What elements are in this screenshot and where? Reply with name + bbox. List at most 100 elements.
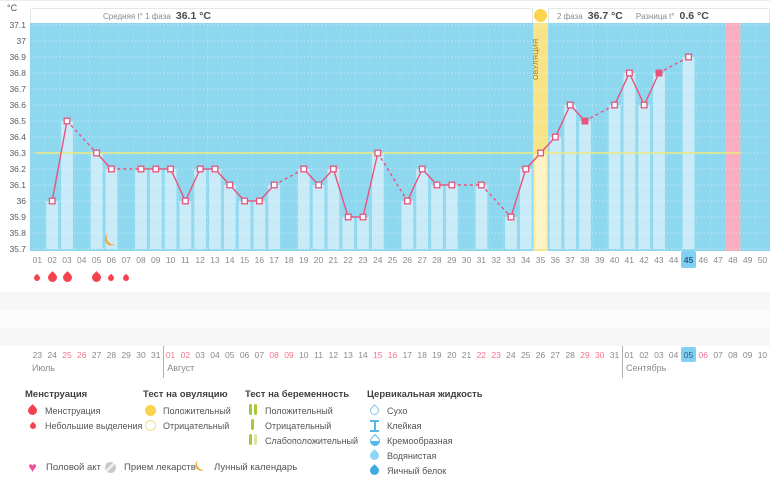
calendar-date-cell[interactable]: 28 [106,349,117,360]
cycle-day-cell[interactable]: 03 [62,254,72,265]
cycle-day-cell[interactable]: 28 [432,254,442,265]
cycle-day-cell[interactable]: 45 [681,251,696,268]
cycle-day-cell[interactable]: 33 [506,254,516,265]
calendar-date-cell[interactable]: 27 [550,349,561,360]
calendar-date-cell[interactable]: 04 [210,349,220,360]
cycle-day-cell[interactable]: 04 [77,254,87,265]
calendar-date-cell[interactable]: 08 [269,349,279,360]
cycle-day-cell[interactable]: 34 [520,254,531,265]
cycle-day-cell[interactable]: 41 [624,254,634,265]
cycle-day-cell[interactable]: 15 [239,254,250,265]
calendar-date-cell[interactable]: 08 [728,349,738,360]
cycle-day-cell[interactable]: 24 [372,254,383,265]
calendar-date-cell[interactable]: 16 [387,349,398,360]
calendar-date-cell[interactable]: 14 [358,349,368,360]
calendar-date-cell[interactable]: 21 [461,349,472,360]
cycle-day-cell[interactable]: 47 [713,254,723,265]
cycle-day-cell[interactable]: 38 [580,254,590,265]
cycle-day-cell[interactable]: 46 [698,254,708,265]
cycle-day-cell[interactable]: 01 [32,254,43,265]
calendar-date-cell[interactable]: 07 [254,349,265,360]
calendar-date-cell[interactable]: 17 [402,349,413,360]
calendar-date-cell[interactable]: 25 [520,349,531,360]
cycle-day-cell[interactable]: 21 [328,254,339,265]
calendar-date-cell[interactable]: 03 [195,349,205,360]
cycle-day-cell[interactable]: 19 [299,254,309,265]
calendar-date-cell[interactable]: 30 [136,349,146,360]
calendar-date-cell[interactable]: 10 [757,349,768,360]
calendar-date-cell[interactable]: 27 [91,349,102,360]
calendar-date-cell[interactable]: 03 [654,349,664,360]
cycle-day-cell[interactable]: 48 [728,254,738,265]
cycle-day-cell[interactable]: 37 [565,254,575,265]
calendar-date-cell[interactable]: 29 [580,349,590,360]
cycle-day-cell[interactable]: 18 [284,254,294,265]
cycle-day-cell[interactable]: 05 [91,254,102,265]
cycle-day-cell[interactable]: 22 [343,254,353,265]
calendar-date-cell[interactable]: 09 [284,349,294,360]
cycle-day-cell[interactable]: 10 [165,254,176,265]
calendar-date-cell[interactable]: 31 [151,349,161,360]
cycle-day-cell[interactable]: 42 [639,254,649,265]
calendar-date-cell[interactable]: 15 [372,349,383,360]
cycle-day-cell[interactable]: 20 [313,254,324,265]
cycle-day-cell[interactable]: 13 [210,254,220,265]
cycle-day-cell[interactable]: 07 [121,254,131,265]
calendar-date-cell[interactable]: 06 [698,349,708,360]
calendar-date-cell[interactable]: 28 [565,349,575,360]
cycle-day-cell[interactable]: 26 [402,254,413,265]
calendar-date-cell[interactable]: 26 [535,349,546,360]
cycle-day-cell[interactable]: 31 [476,254,487,265]
cycle-day-cell[interactable]: 14 [225,254,235,265]
calendar-date-cell[interactable]: 11 [314,349,323,360]
calendar-date-cell[interactable]: 06 [239,349,250,360]
cycle-day-cell[interactable]: 23 [358,254,368,265]
cycle-day-cell[interactable]: 02 [47,254,57,265]
calendar-date-cell[interactable]: 01 [624,349,634,360]
cycle-day-cell[interactable]: 29 [446,254,457,265]
calendar-date-cell[interactable]: 04 [668,349,679,360]
calendar-date-cell[interactable]: 12 [328,349,339,360]
calendar-date-cell[interactable]: 22 [476,349,487,360]
calendar-date-cell[interactable]: 02 [639,349,649,360]
cycle-day-cell[interactable]: 50 [757,254,768,265]
calendar-date-cell[interactable]: 05 [225,349,235,360]
cycle-day-cell[interactable]: 27 [417,254,427,265]
calendar-date-cell[interactable]: 18 [417,349,427,360]
cycle-day-cell[interactable]: 11 [180,254,190,265]
cycle-day-cell[interactable]: 25 [387,254,398,265]
cycle-day-cell[interactable]: 44 [668,254,679,265]
calendar-date-cell[interactable]: 24 [506,349,516,360]
calendar-date-cell[interactable]: 20 [446,349,457,360]
cycle-day-cell[interactable]: 09 [151,254,161,265]
cycle-day-cell[interactable]: 16 [254,254,265,265]
calendar-date-cell[interactable]: 10 [299,349,309,360]
cycle-day-cell[interactable]: 17 [269,254,279,265]
calendar-date-cell[interactable]: 23 [32,349,43,360]
cycle-day-cell[interactable]: 30 [461,254,472,265]
cycle-day-cell[interactable]: 08 [136,254,146,265]
calendar-date-cell[interactable]: 01 [165,349,176,360]
calendar-date-cell[interactable]: 19 [432,349,442,360]
calendar-date-cell[interactable]: 24 [47,349,57,360]
cycle-day-cell[interactable]: 06 [106,254,117,265]
calendar-date-cell[interactable]: 02 [180,349,191,360]
calendar-date-cell[interactable]: 30 [594,349,605,360]
calendar-date-cell[interactable]: 25 [62,349,72,360]
calendar-date-cell[interactable]: 26 [77,349,87,360]
calendar-date-cell[interactable]: 23 [491,349,501,360]
cycle-day-cell[interactable]: 43 [654,254,664,265]
calendar-date-cell[interactable]: 07 [713,349,723,360]
calendar-date-cell[interactable]: 05 [681,347,696,362]
cycle-day-cell[interactable]: 12 [195,254,205,265]
cycle-day-cell[interactable]: 35 [535,254,546,265]
cycle-day-cell[interactable]: 40 [609,254,620,265]
bbt-line-chart[interactable] [30,23,770,251]
calendar-date-cell[interactable]: 09 [742,349,753,360]
cycle-day-cell[interactable]: 36 [550,254,561,265]
calendar-date-cell[interactable]: 31 [609,349,620,360]
cycle-day-cell[interactable]: 39 [594,254,605,265]
cycle-day-cell[interactable]: 32 [491,254,501,265]
calendar-date-cell[interactable]: 13 [343,349,353,360]
calendar-date-cell[interactable]: 29 [121,349,131,360]
